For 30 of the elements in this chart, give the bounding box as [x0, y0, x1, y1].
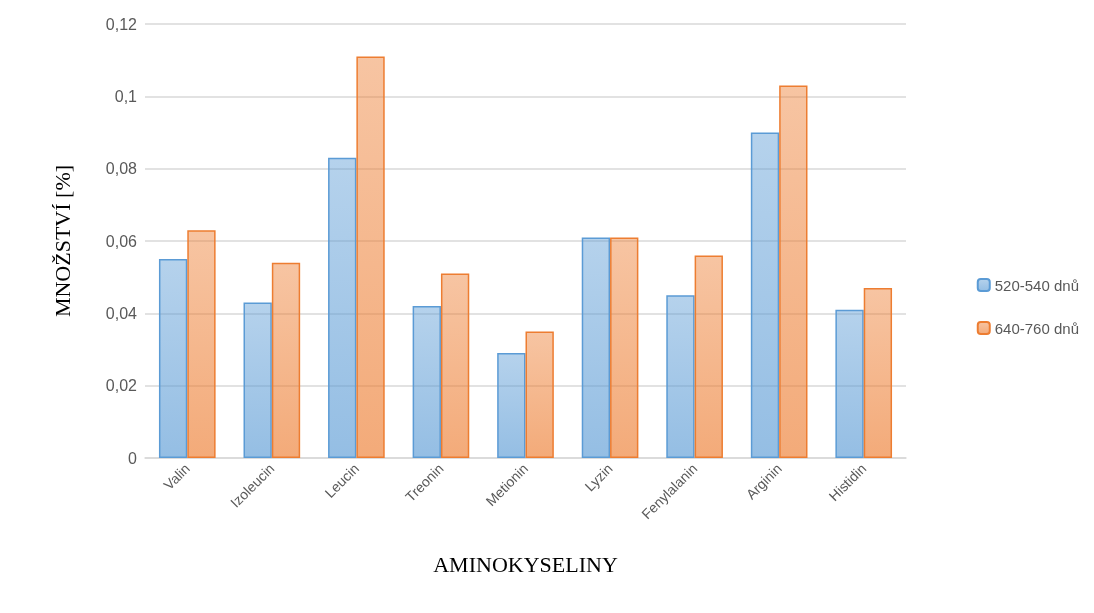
bar [610, 237, 639, 458]
bar [440, 273, 470, 458]
bar [497, 353, 526, 458]
legend-label: 520-540 dnů [994, 276, 1080, 294]
bar [328, 157, 357, 458]
bar [835, 309, 864, 458]
y-tick-label: 0,04 [105, 304, 138, 322]
bar [863, 288, 893, 458]
bar [243, 302, 272, 458]
y-tick-label: 0,12 [105, 15, 138, 33]
bar [581, 237, 611, 458]
bar [187, 230, 216, 458]
bar [525, 331, 554, 458]
y-tick-label: 0,1 [114, 87, 138, 105]
bar [412, 306, 441, 458]
y-tick-label: 0,02 [105, 377, 138, 395]
bar [750, 132, 780, 458]
bar [666, 295, 695, 458]
legend-label: 640-760 dnů [994, 319, 1080, 337]
x-tick-label: Valin [160, 460, 193, 493]
bar [356, 56, 385, 458]
y-axis-title: MNOŽSTVÍ [%] [49, 164, 75, 318]
bar [779, 85, 808, 458]
bar [271, 262, 301, 458]
x-axis-title: AMINOKYSELINY [433, 551, 618, 577]
bar [694, 255, 723, 458]
y-tick-label: 0,06 [105, 232, 138, 250]
y-tick-label: 0 [128, 449, 138, 467]
bar [158, 259, 188, 458]
y-tick-label: 0,08 [105, 160, 138, 178]
